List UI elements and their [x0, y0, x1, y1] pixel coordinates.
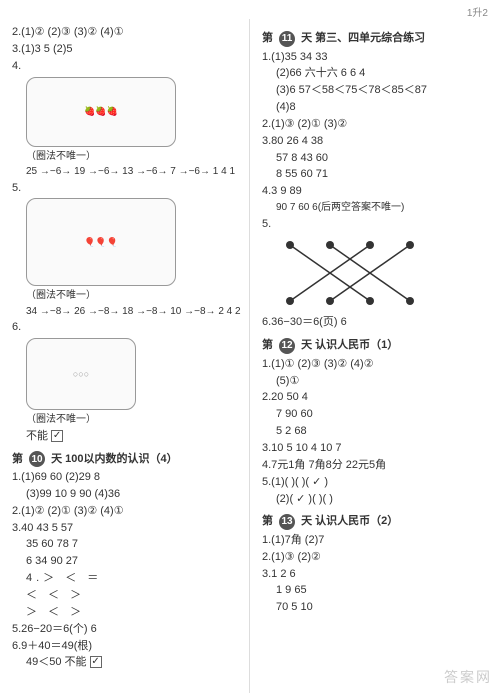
s10-q4r1: 4.＞ ＜ ＝	[12, 571, 241, 586]
section-12-title: 第 12 天 认识人民币（1）	[262, 336, 492, 354]
sec10-pre: 第	[12, 453, 23, 465]
s10-q2: 2.(1)② (2)① (3)② (4)①	[12, 504, 241, 519]
columns: 2.(1)② (2)③ (3)② (4)① 3.(1)3 5 (2)5 4. 🍓…	[0, 19, 500, 693]
s11-q2: 2.(1)③ (2)① (3)②	[262, 117, 492, 132]
q4-num: 4.	[12, 59, 241, 74]
s11-q1a: 1.(1)35 34 33	[262, 50, 492, 65]
s11-q3r1: 3.80 26 4 38	[262, 134, 492, 149]
check-icon: ✓	[51, 430, 63, 442]
s12-q2r1: 2.20 50 4	[262, 390, 492, 405]
badge-12: 12	[279, 338, 295, 354]
s13-q1: 1.(1)7角 (2)7	[262, 533, 492, 548]
s10-q1b: (3)99 10 9 90 (4)36	[12, 487, 241, 502]
sec13-pre: 第	[262, 515, 273, 527]
badge-11: 11	[279, 31, 295, 47]
s13-q2: 2.(1)③ (2)②	[262, 550, 492, 565]
s12-q2r2: 7 90 60	[262, 407, 492, 422]
s10-q1a: 1.(1)69 60 (2)29 8	[12, 470, 241, 485]
right-column: 第 11 天 第三、四单元综合练习 1.(1)35 34 33 (2)66 六十…	[250, 19, 500, 693]
watermark: 答案网	[444, 667, 492, 687]
s10-q4r3: ＞ ＜ ＞	[12, 605, 241, 620]
s10-q6b: 49＜50 不能	[26, 656, 87, 668]
q3: 3.(1)3 5 (2)5	[12, 42, 241, 57]
section-13-title: 第 13 天 认识人民币（2）	[262, 512, 492, 530]
q4-illustration: 🍓🍓🍓	[26, 77, 176, 147]
s12-q5b: (2)( ✓ )( )( )	[262, 492, 492, 507]
q6-note: （圈法不唯一）	[12, 413, 241, 427]
s10-q6a: 6.9＋40＝49(根)	[12, 639, 241, 654]
q6-text: 不能	[26, 430, 48, 442]
s11-q1d: (4)8	[262, 100, 492, 115]
sec13-post: 天 认识人民币（2）	[301, 515, 398, 527]
s11-q4a: 4.3 9 89	[262, 184, 492, 199]
q6-illustration: ○○○	[26, 338, 136, 410]
s11-q1c: (3)6 57＜58＜75＜78＜85＜87	[262, 83, 492, 98]
sec11-pre: 第	[262, 32, 273, 44]
s10-q3r3: 6 34 90 27	[12, 554, 241, 569]
q5-illustration: 🎈🎈🎈	[26, 198, 176, 286]
q4-note: （圈法不唯一）	[12, 150, 241, 164]
s10-q3r2: 35 60 78 7	[12, 537, 241, 552]
sec11-post: 天 第三、四单元综合练习	[301, 32, 425, 44]
s11-q1b: (2)66 六十六 6 6 4	[262, 66, 492, 81]
q4-seq: 25 →−6→ 19 →−6→ 13 →−6→ 7 →−6→ 1 4 1	[12, 165, 241, 179]
section-11-title: 第 11 天 第三、四单元综合练习	[262, 29, 492, 47]
s11-q6: 6.36−30＝6(页) 6	[262, 315, 492, 330]
badge-10: 10	[29, 451, 45, 467]
s13-q3r1: 3.1 2 6	[262, 567, 492, 582]
s11-q4b: 90 7 60 6(后两空答案不唯一)	[262, 201, 492, 215]
sec12-post: 天 认识人民币（1）	[301, 339, 398, 351]
s11-q3r2: 57 8 43 60	[262, 151, 492, 166]
q5-seq: 34 →−8→ 26 →−8→ 18 →−8→ 10 →−8→ 2 4 2	[12, 305, 241, 319]
s12-q3: 3.10 5 10 4 10 7	[262, 441, 492, 456]
s13-q3r2: 1 9 65	[262, 583, 492, 598]
matching-chart	[270, 233, 430, 313]
sec10-post: 天 100以内数的认识（4）	[51, 453, 178, 465]
s10-q6b-row: 49＜50 不能 ✓	[12, 655, 241, 670]
badge-13: 13	[279, 514, 295, 530]
page-top-label: 1升2	[0, 0, 500, 19]
q6-num: 6.	[12, 320, 241, 335]
check-icon: ✓	[90, 656, 102, 668]
s12-q5a: 5.(1)( )( )( ✓ )	[262, 475, 492, 490]
s12-q2r3: 5 2 68	[262, 424, 492, 439]
s10-q5: 5.26−20＝6(个) 6	[12, 622, 241, 637]
q5-num: 5.	[12, 181, 241, 196]
s10-q4r2: ＜ ＜ ＞	[12, 588, 241, 603]
s12-q1b: (5)①	[262, 374, 492, 389]
s13-q3r3: 70 5 10	[262, 600, 492, 615]
s12-q4: 4.7元1角 7角8分 22元5角	[262, 458, 492, 473]
section-10-title: 第 10 天 100以内数的认识（4）	[12, 450, 241, 468]
s10-q3r1: 3.40 43 5 57	[12, 521, 241, 536]
s11-q3r3: 8 55 60 71	[262, 167, 492, 182]
q2: 2.(1)② (2)③ (3)② (4)①	[12, 25, 241, 40]
left-column: 2.(1)② (2)③ (3)② (4)① 3.(1)3 5 (2)5 4. 🍓…	[0, 19, 250, 693]
sec12-pre: 第	[262, 339, 273, 351]
q6-answer: 不能 ✓	[12, 429, 241, 444]
s12-q1a: 1.(1)① (2)③ (3)② (4)②	[262, 357, 492, 372]
q5-note: （圈法不唯一）	[12, 289, 241, 303]
s11-q5: 5.	[262, 217, 492, 232]
